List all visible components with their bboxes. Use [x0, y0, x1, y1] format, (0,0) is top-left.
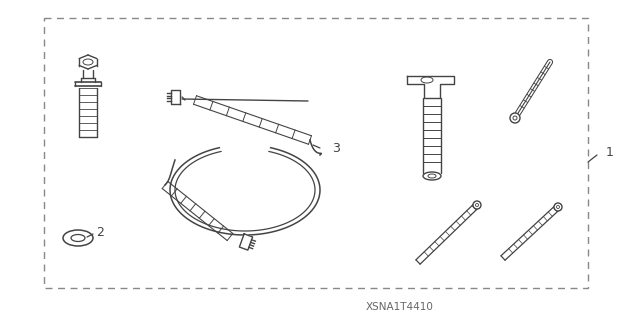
Text: XSNA1T4410: XSNA1T4410	[366, 302, 434, 312]
Text: 2: 2	[96, 226, 104, 239]
Circle shape	[510, 113, 520, 123]
Circle shape	[473, 201, 481, 209]
Polygon shape	[170, 90, 179, 104]
Circle shape	[554, 203, 562, 211]
Text: 3: 3	[332, 142, 340, 154]
Polygon shape	[407, 76, 454, 98]
Bar	[44, 18, 588, 288]
Text: 1: 1	[606, 145, 614, 159]
Ellipse shape	[423, 172, 441, 180]
Polygon shape	[239, 234, 253, 250]
